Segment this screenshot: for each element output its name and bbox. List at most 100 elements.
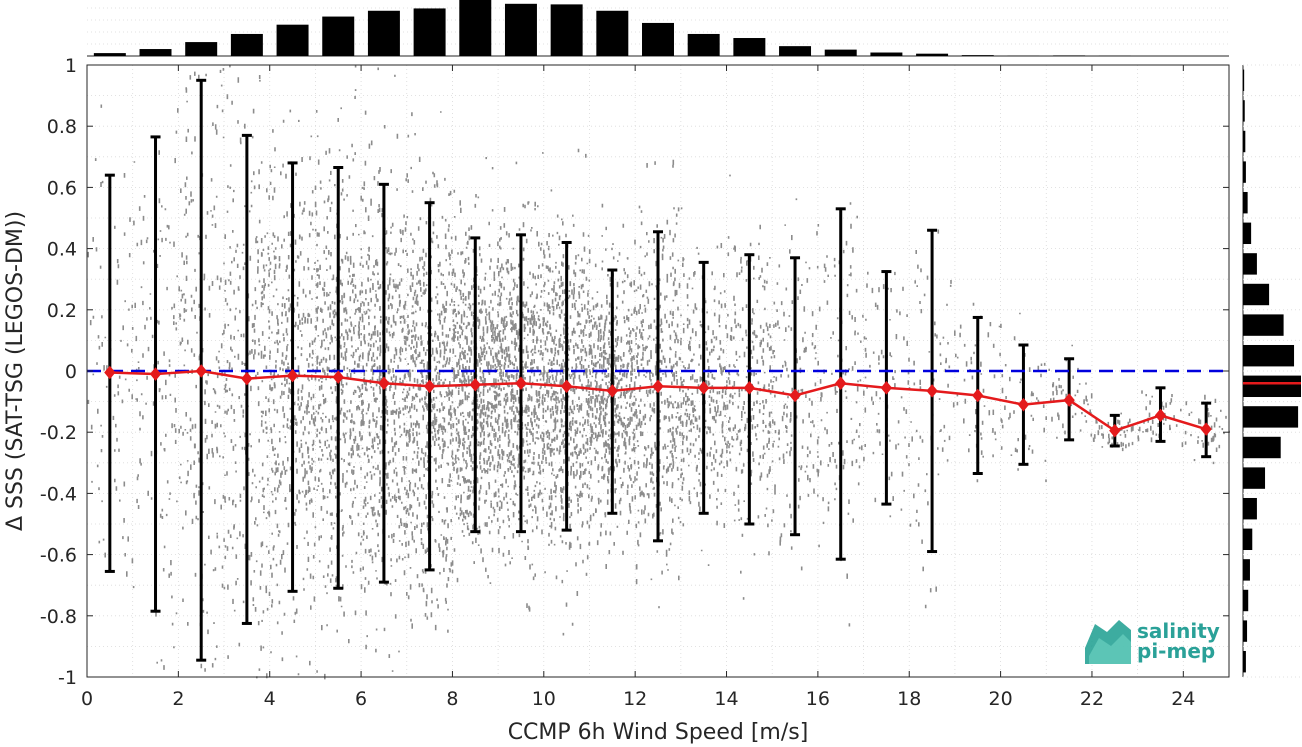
mean-marker <box>972 388 984 403</box>
y-axis-ticks: 1 0.8 0.6 0.4 0.2 0 -0.2 -0.4 -0.6 -0.8 -1 <box>40 55 1229 689</box>
top-hist-bar <box>870 52 903 56</box>
top-hist-bar <box>413 8 446 57</box>
y-tick-label: -0.8 <box>40 606 77 628</box>
mean-marker <box>469 377 481 392</box>
mean-marker <box>195 364 207 378</box>
y-tick-label: 0.2 <box>47 300 77 322</box>
mean-marker <box>1063 393 1075 407</box>
top-hist-bar <box>139 49 172 56</box>
right-hist-bar <box>1243 161 1246 183</box>
right-hist-bar <box>1243 528 1253 551</box>
logo-text-pi-mep: pi-mep <box>1137 639 1215 663</box>
y-tick-label: -1 <box>58 667 77 689</box>
right-hist-bar <box>1243 191 1248 214</box>
right-hist-bar <box>1243 130 1246 153</box>
mean-marker <box>423 379 436 394</box>
x-axis-ticks: 0 2 4 6 8 10 12 14 16 18 20 22 24 <box>81 65 1195 710</box>
right-hist-bar <box>1243 497 1257 520</box>
main-plot: 0 2 4 6 8 10 12 14 16 18 20 22 24 10.80.60.40.20-0.2… <box>40 55 1230 710</box>
y-tick-label: -0.6 <box>40 545 77 567</box>
x-tick-label: 2 <box>172 688 184 710</box>
y-tick-label: 0.4 <box>47 239 77 261</box>
top-hist-bar <box>550 4 583 56</box>
top-hist-bar <box>733 38 766 56</box>
top-hist-bar <box>824 49 857 56</box>
right-hist-bar <box>1243 69 1245 92</box>
x-tick-label: 22 <box>1080 688 1104 710</box>
right-hist-bar <box>1243 436 1281 459</box>
mean-marker <box>241 371 253 386</box>
x-tick-label: 6 <box>355 688 367 710</box>
x-tick-label: 24 <box>1171 688 1195 710</box>
mean-marker <box>515 376 527 391</box>
y-tick-label: 1 <box>65 55 77 77</box>
right-histogram <box>1242 64 1301 678</box>
mean-marker <box>149 367 162 381</box>
right-hist-bar <box>1243 375 1301 398</box>
top-hist-bar <box>1053 55 1086 56</box>
top-hist-bar <box>230 33 263 56</box>
x-tick-label: 12 <box>623 688 647 710</box>
y-tick-label: 0.8 <box>47 116 77 138</box>
mean-marker <box>698 381 710 395</box>
top-hist-bar <box>504 3 537 57</box>
mean-marker <box>743 381 756 395</box>
y-tick-label: -0.4 <box>40 483 77 505</box>
mean-marker <box>1109 423 1121 438</box>
right-hist-bar <box>1243 467 1266 489</box>
mean-marker <box>606 384 618 398</box>
right-hist-bar <box>1243 559 1250 581</box>
mean-marker <box>104 365 116 380</box>
x-tick-label: 18 <box>897 688 921 710</box>
mean-marker <box>378 376 390 391</box>
right-hist-bar <box>1243 314 1284 336</box>
top-histogram <box>87 0 1229 57</box>
mean-marker <box>560 379 573 394</box>
top-hist-bar <box>93 53 126 56</box>
x-tick-label: 4 <box>264 688 276 710</box>
right-hist-bar <box>1243 620 1248 642</box>
x-tick-label: 10 <box>532 688 556 710</box>
x-axis-title: CCMP 6h Wind Speed [m/s] <box>508 720 809 745</box>
mean-marker <box>880 381 893 395</box>
right-hist-bar <box>1243 100 1245 122</box>
mean-marker <box>286 368 299 383</box>
right-hist-bar <box>1243 253 1257 275</box>
x-tick-label: 20 <box>989 688 1013 710</box>
top-hist-bar <box>961 55 994 56</box>
right-hist-bar <box>1243 406 1299 428</box>
x-tick-label: 0 <box>81 688 93 710</box>
mean-marker <box>789 388 801 403</box>
top-hist-bar <box>322 16 355 57</box>
x-tick-label: 14 <box>714 688 738 710</box>
top-hist-bar <box>459 0 492 56</box>
top-hist-bar <box>367 10 400 56</box>
right-hist-bar <box>1243 222 1252 245</box>
x-tick-label: 16 <box>806 688 830 710</box>
top-hist-bar <box>687 33 720 56</box>
y-tick-label: -0.2 <box>40 422 77 444</box>
y-tick-label: 0 <box>65 361 77 383</box>
mean-marker <box>332 370 344 384</box>
right-hist-bar <box>1243 344 1295 367</box>
top-hist-bar <box>596 10 629 56</box>
salinity-pi-mep-logo: salinity pi-mep <box>1085 619 1220 664</box>
top-hist-bar <box>916 53 949 56</box>
top-hist-bar <box>779 46 812 56</box>
right-hist-bar <box>1243 283 1270 306</box>
top-hist-bar <box>276 24 309 56</box>
mean-marker <box>926 384 938 398</box>
mean-marker <box>652 379 664 394</box>
top-hist-bar <box>642 22 674 56</box>
mean-marker <box>1017 397 1030 412</box>
right-hist-bar <box>1243 589 1249 612</box>
mean-marker <box>1154 408 1167 423</box>
y-tick-label: 0.6 <box>47 177 77 199</box>
mean-markers <box>104 364 1212 438</box>
logo-text-salinity: salinity <box>1137 619 1220 643</box>
top-hist-bar <box>185 42 218 56</box>
mean-marker <box>835 376 847 391</box>
y-axis-title: Δ SSS (SAT-TSG (LEGOS-DM)) <box>3 211 28 531</box>
mean-marker <box>1200 422 1212 436</box>
